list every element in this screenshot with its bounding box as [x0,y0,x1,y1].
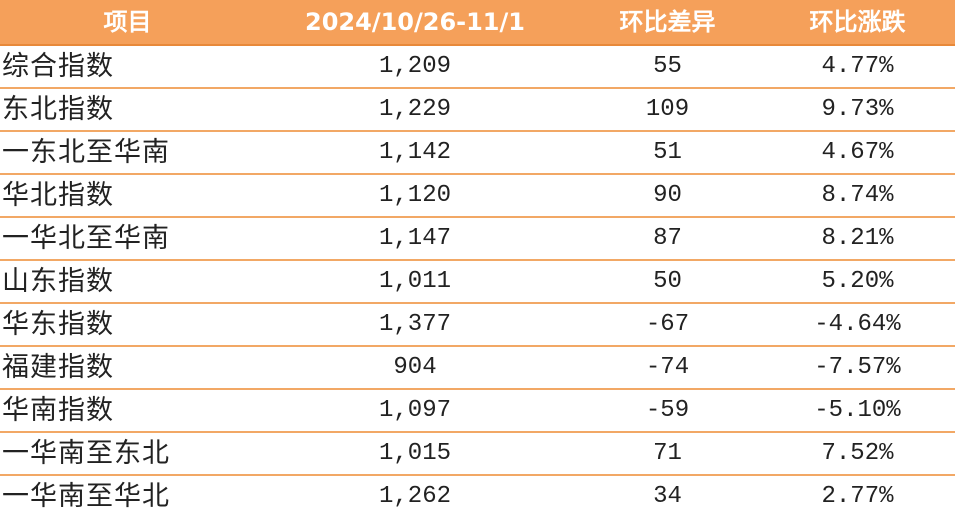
row-pct-cell: 4.77% [821,53,894,80]
table-row: 一华南至东北 1,015 71 7.52% [0,433,955,476]
row-value-cell: 1,262 [378,483,451,510]
row-name-cell: 华南指数 [2,395,114,426]
header-diff: 环比差异 [619,8,716,36]
row-name-cell: 华北指数 [2,180,114,211]
table-row: 福建指数 904 -74 -7.57% [0,347,955,390]
table-row: 华东指数 1,377 -67 -4.64% [0,304,955,347]
row-diff-cell: 51 [653,139,682,166]
row-value-cell: 1,377 [378,311,451,338]
row-name-cell: 一东北至华南 [2,137,170,168]
row-name-cell: 一华南至华北 [2,481,170,512]
row-value-cell: 1,097 [378,397,451,424]
row-diff-cell: 71 [653,440,682,467]
row-value-cell: 1,015 [378,440,451,467]
row-pct-cell: 4.67% [821,139,894,166]
header-item: 项目 [103,8,152,36]
row-name-cell: 一华南至东北 [2,438,170,469]
table-row: 综合指数 1,209 55 4.77% [0,46,955,89]
row-diff-cell: -59 [645,397,690,424]
row-value-cell: 1,142 [378,139,451,166]
table-row: 华南指数 1,097 -59 -5.10% [0,390,955,433]
row-pct-cell: -5.10% [814,397,901,424]
row-name-cell: 一华北至华南 [2,223,170,254]
table-row: 山东指数 1,011 50 5.20% [0,261,955,304]
table-body: 综合指数 1,209 55 4.77% 东北指数 1,229 109 9.73% 一东北至华南 1… [0,46,955,517]
row-pct-cell: 7.52% [821,440,894,467]
row-diff-cell: -67 [645,311,690,338]
row-pct-cell: 5.20% [821,268,894,295]
row-diff-cell: 109 [645,96,690,123]
row-pct-cell: 8.21% [821,225,894,252]
row-value-cell: 904 [393,354,437,381]
header-pct: 环比涨跌 [809,8,906,36]
header-period: 2024/10/26-11/1 [305,8,525,36]
row-pct-cell: -7.57% [814,354,901,381]
table-row: 东北指数 1,229 109 9.73% [0,89,955,132]
table-header: 项目 2024/10/26-11/1 环比差异 环比涨跌 [0,0,955,46]
row-diff-cell: 87 [653,225,682,252]
row-value-cell: 1,120 [378,182,451,209]
row-diff-cell: 34 [653,483,682,510]
table-row: 一东北至华南 1,142 51 4.67% [0,132,955,175]
row-diff-cell: 90 [653,182,682,209]
row-value-cell: 1,229 [378,96,451,123]
row-diff-cell: 50 [653,268,682,295]
row-value-cell: 1,147 [378,225,451,252]
row-diff-cell: 55 [653,53,682,80]
row-value-cell: 1,011 [378,268,451,295]
row-pct-cell: 2.77% [821,483,894,510]
table-row: 华北指数 1,120 90 8.74% [0,175,955,218]
row-pct-cell: -4.64% [814,311,901,338]
table-row: 一华北至华南 1,147 87 8.21% [0,218,955,261]
row-pct-cell: 9.73% [821,96,894,123]
row-name-cell: 综合指数 [2,51,114,82]
row-name-cell: 东北指数 [2,94,114,125]
row-name-cell: 福建指数 [2,352,114,383]
table-row: 一华南至华北 1,262 34 2.77% [0,476,955,517]
row-name-cell: 华东指数 [2,309,114,340]
row-value-cell: 1,209 [378,53,451,80]
row-pct-cell: 8.74% [821,182,894,209]
row-name-cell: 山东指数 [2,266,114,297]
row-diff-cell: -74 [645,354,690,381]
